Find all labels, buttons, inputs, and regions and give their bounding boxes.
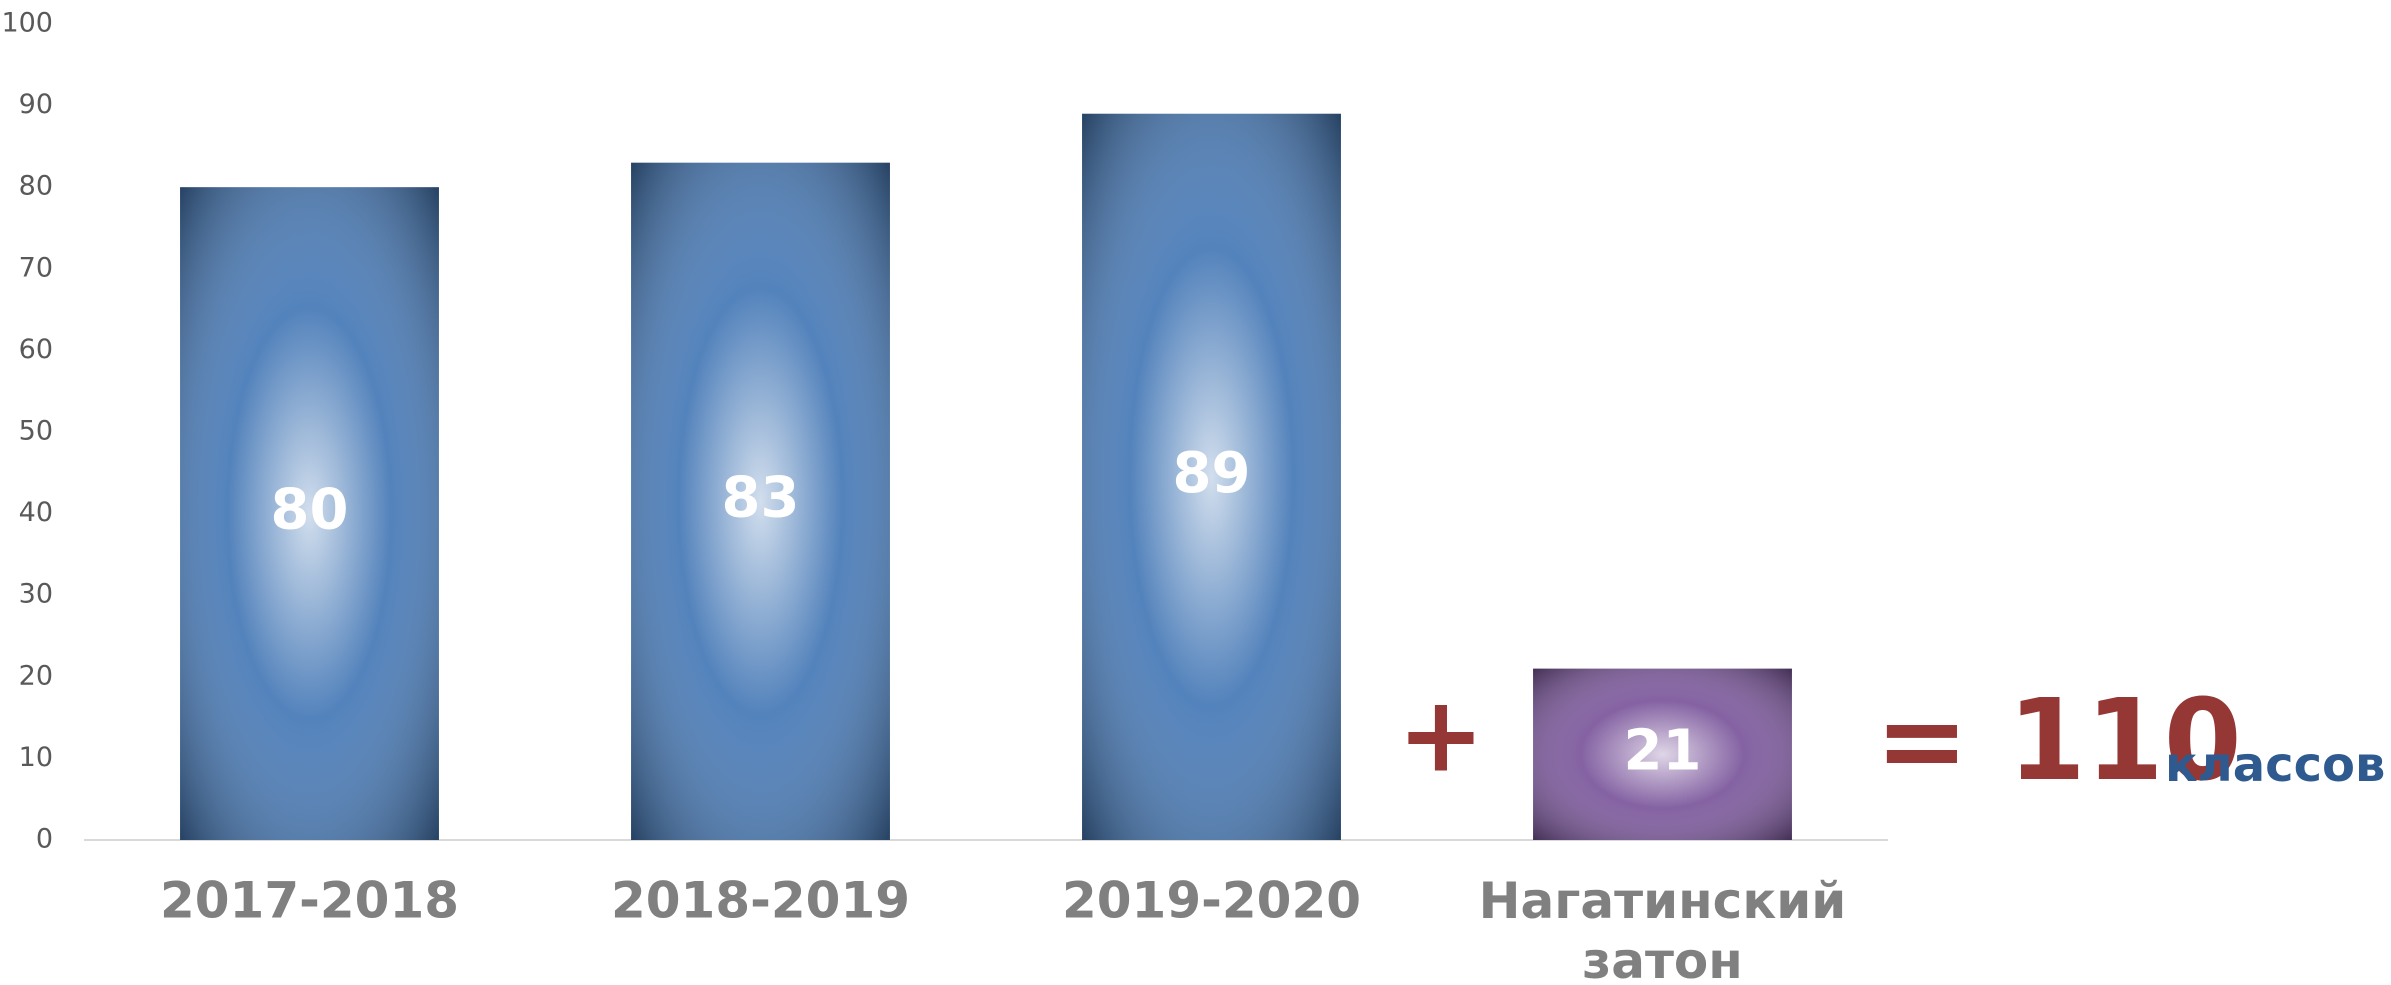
x-tick-label: Нагатинский затон [1479,872,1847,985]
x-tick-line: затон [1582,932,1743,985]
y-tick-label: 20 [19,660,53,691]
x-tick-line: Нагатинский [1479,872,1847,930]
annotation: классов [2165,737,2385,793]
x-tick-label: 2017-2018 [160,872,459,930]
y-tick-label: 0 [36,824,53,855]
annotation: = 110 [1875,676,2242,806]
y-tick-label: 90 [19,89,53,120]
x-tick-label: 2018-2019 [611,872,910,930]
y-tick-label: 100 [1,8,53,39]
value-label: 83 [722,466,800,531]
y-tick-label: 80 [19,171,53,202]
y-tick-label: 70 [19,252,53,283]
y-tick-label: 40 [19,497,53,528]
x-tick-label: 2019-2020 [1062,872,1361,930]
value-label: 80 [271,478,349,543]
y-tick-label: 50 [19,416,53,447]
value-label: 21 [1624,718,1702,783]
y-tick-label: 10 [19,742,53,773]
y-tick-label: 30 [19,579,53,610]
y-tick-label: 60 [19,334,53,365]
annotation: + [1397,673,1484,795]
value-label: 89 [1173,441,1251,506]
